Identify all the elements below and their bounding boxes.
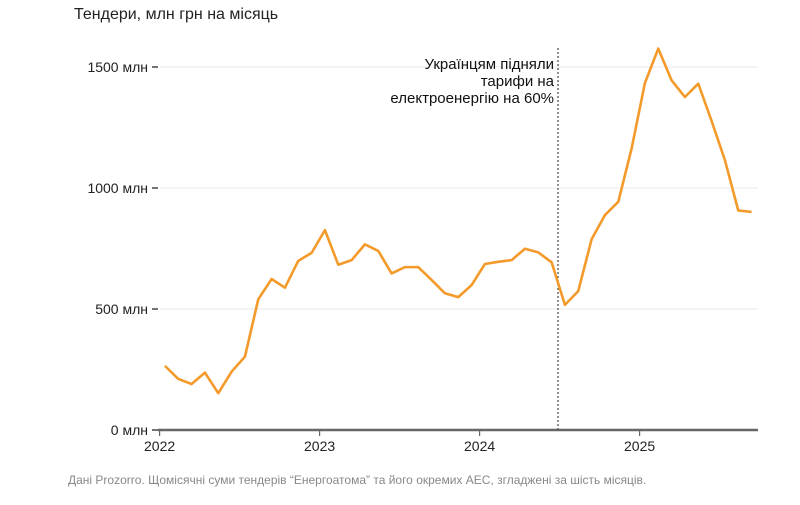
y-tick-label: 500 млн bbox=[95, 301, 148, 317]
annotation-line: тарифи на bbox=[480, 73, 554, 90]
chart-title: Тендери, млн грн на місяць bbox=[74, 6, 279, 23]
x-tick-label: 2022 bbox=[144, 438, 175, 454]
y-tick-label: 1500 млн bbox=[87, 59, 148, 75]
annotation: Українцям підняли тарифи на електроенерг… bbox=[354, 56, 554, 107]
source-note: Дані Prozorro. Щомісячні суми тендерів “… bbox=[68, 473, 647, 487]
annotation-line: Українцям підняли bbox=[424, 56, 555, 73]
x-tick-label: 2025 bbox=[624, 438, 655, 454]
y-tick-label: 1000 млн bbox=[87, 180, 148, 196]
x-tick-label: 2023 bbox=[304, 438, 335, 454]
y-tick-label: 0 млн bbox=[111, 422, 148, 438]
annotation-line: електроенергію на 60% bbox=[390, 90, 554, 107]
x-tick-label: 2024 bbox=[464, 438, 495, 454]
